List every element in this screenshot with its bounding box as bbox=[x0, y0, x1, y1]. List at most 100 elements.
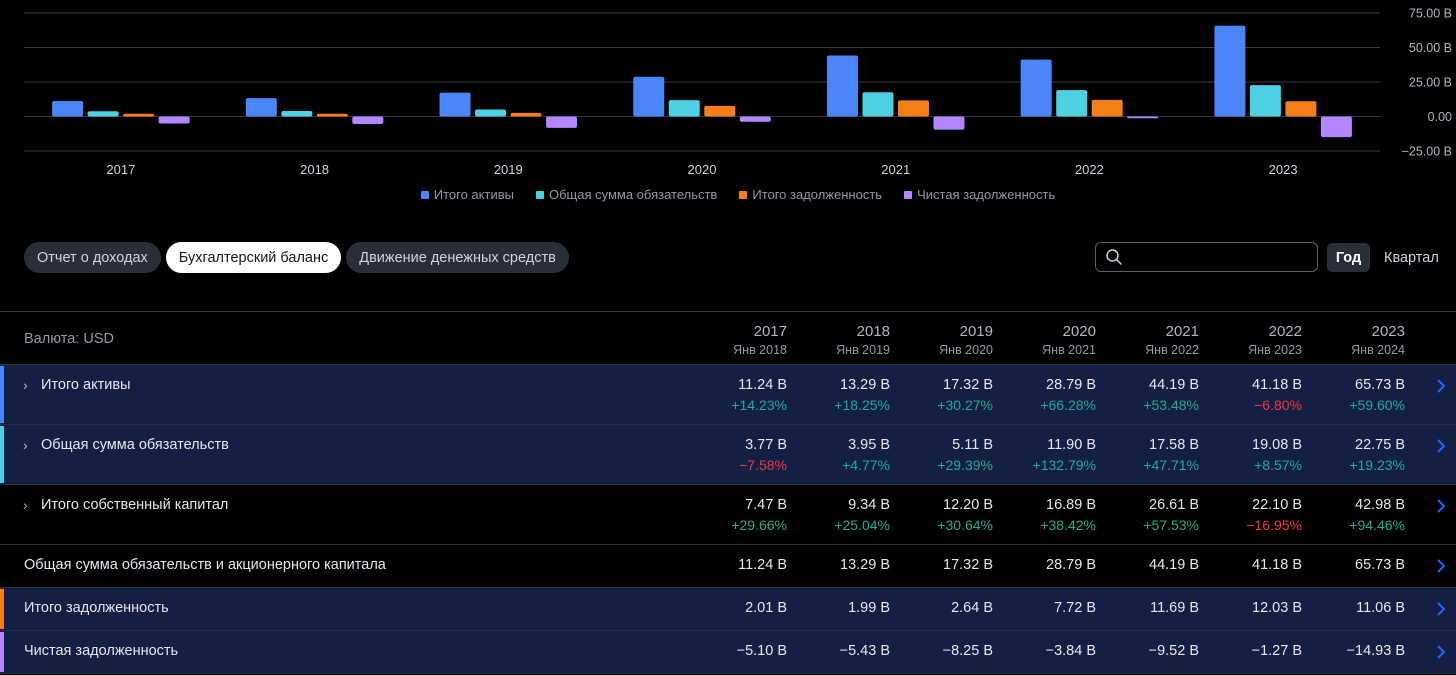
table-row-total-liabilities[interactable]: › Общая сумма обязательств 3.77 B 3.95 B… bbox=[0, 425, 1456, 485]
table-row-total-debt[interactable]: Итого задолженность 2.01 B 1.99 B 2.64 B… bbox=[0, 588, 1456, 631]
tab-cash-flow[interactable]: Движение денежных средств bbox=[346, 242, 569, 273]
legend-label: Итого активы bbox=[433, 187, 514, 202]
bar-2019-series-0 bbox=[439, 92, 471, 117]
cell-change: +132.79% bbox=[1032, 457, 1096, 473]
cell-value: −1.27 B bbox=[1251, 643, 1302, 659]
cell-value: 41.18 B bbox=[1252, 557, 1302, 573]
cell-change: −16.95% bbox=[1246, 517, 1302, 533]
column-year: 2020 bbox=[1062, 323, 1096, 340]
bar-2022-series-2 bbox=[1091, 99, 1123, 117]
cell-change: +25.04% bbox=[834, 517, 890, 533]
column-year: 2022 bbox=[1268, 323, 1302, 340]
bar-2018-series-3 bbox=[352, 116, 384, 124]
cell-value: 11.90 B bbox=[1047, 437, 1096, 453]
cell-value: 28.79 B bbox=[1046, 557, 1096, 573]
row-color-marker bbox=[0, 632, 4, 672]
legend-item-assets[interactable]: Итого активы bbox=[420, 187, 514, 202]
row-color-marker bbox=[0, 366, 4, 423]
bar-2020-series-0 bbox=[633, 76, 665, 117]
period-year-button[interactable]: Год bbox=[1327, 243, 1370, 272]
currency-label: Валюта: USD bbox=[24, 331, 114, 347]
x-tick-label: 2019 bbox=[494, 162, 523, 177]
column-date: Янв 2018 bbox=[733, 343, 787, 357]
chevron-right-icon[interactable] bbox=[1434, 437, 1448, 455]
cell-value: −5.43 B bbox=[839, 643, 890, 659]
cell-value: −14.93 B bbox=[1346, 643, 1405, 659]
x-tick-label: 2021 bbox=[881, 162, 910, 177]
column-date: Янв 2022 bbox=[1145, 343, 1199, 357]
legend-item-net-debt[interactable]: Чистая задолженность bbox=[904, 187, 1055, 202]
row-label: Итого задолженность bbox=[24, 600, 169, 616]
y-tick-label: 0.00 bbox=[1428, 110, 1452, 124]
chevron-right-icon[interactable] bbox=[1434, 643, 1448, 661]
cell-change: +57.53% bbox=[1143, 517, 1199, 533]
cell-change: +66.28% bbox=[1040, 397, 1096, 413]
cell-value: 42.98 B bbox=[1355, 497, 1405, 513]
cell-change: +19.23% bbox=[1349, 457, 1405, 473]
cell-value: 44.19 B bbox=[1149, 557, 1199, 573]
x-tick-label: 2020 bbox=[688, 162, 717, 177]
bar-2022-series-1 bbox=[1056, 90, 1088, 117]
table-row-total-assets[interactable]: › Итого активы 11.24 B 13.29 B 17.32 B 2… bbox=[0, 365, 1456, 425]
expand-chevron-icon[interactable]: › bbox=[23, 377, 28, 393]
x-tick-label: 2023 bbox=[1269, 162, 1298, 177]
chevron-right-icon[interactable] bbox=[1434, 377, 1448, 395]
bar-2017-series-2 bbox=[123, 113, 155, 117]
tab-income-statement[interactable]: Отчет о доходах bbox=[24, 242, 161, 273]
table-row-total-equity[interactable]: › Итого собственный капитал 7.47 B 9.34 … bbox=[0, 485, 1456, 545]
y-tick-label: −25.00 B bbox=[1402, 145, 1452, 159]
legend-item-debt[interactable]: Итого задолженность bbox=[739, 187, 882, 202]
cell-value: −9.52 B bbox=[1148, 643, 1199, 659]
legend-label: Чистая задолженность bbox=[917, 187, 1056, 202]
column-date: Янв 2021 bbox=[1042, 343, 1096, 357]
column-year: 2018 bbox=[856, 323, 890, 340]
cell-value: 22.75 B bbox=[1355, 437, 1405, 453]
cell-value: 3.95 B bbox=[848, 437, 890, 453]
cell-value: 17.32 B bbox=[943, 377, 993, 393]
cell-value: 17.58 B bbox=[1149, 437, 1199, 453]
bar-2017-series-0 bbox=[52, 100, 84, 117]
bar-2021-series-2 bbox=[897, 100, 929, 117]
cell-change: +94.46% bbox=[1349, 517, 1405, 533]
row-color-marker bbox=[0, 589, 4, 629]
expand-chevron-icon[interactable]: › bbox=[23, 497, 28, 513]
cell-value: 44.19 B bbox=[1149, 377, 1199, 393]
cell-value: 28.79 B bbox=[1046, 377, 1096, 393]
cell-change: +53.48% bbox=[1143, 397, 1199, 413]
search-box[interactable] bbox=[1095, 242, 1318, 272]
table-row-liabilities-and-equity[interactable]: Общая сумма обязательств и акционерного … bbox=[0, 545, 1456, 588]
cell-value: 2.01 B bbox=[745, 600, 787, 616]
bar-2021-series-1 bbox=[862, 92, 894, 117]
chevron-right-icon[interactable] bbox=[1434, 497, 1448, 515]
x-tick-label: 2018 bbox=[300, 162, 329, 177]
row-label: Итого собственный капитал bbox=[41, 497, 229, 513]
bar-2020-series-2 bbox=[704, 105, 736, 117]
chevron-right-icon[interactable] bbox=[1434, 557, 1448, 575]
search-input[interactable] bbox=[1129, 248, 1303, 266]
cell-change: +30.64% bbox=[937, 517, 993, 533]
x-tick-label: 2022 bbox=[1075, 162, 1104, 177]
table-row-net-debt[interactable]: Чистая задолженность −5.10 B −5.43 B −8.… bbox=[0, 631, 1456, 674]
cell-value: 12.03 B bbox=[1252, 600, 1302, 616]
x-tick-label: 2017 bbox=[106, 162, 135, 177]
expand-chevron-icon[interactable]: › bbox=[23, 437, 28, 453]
column-year: 2023 bbox=[1371, 323, 1405, 340]
chevron-right-icon[interactable] bbox=[1434, 600, 1448, 618]
bar-2021-series-0 bbox=[826, 55, 858, 117]
bar-2019-series-2 bbox=[510, 112, 542, 117]
tab-balance-sheet[interactable]: Бухгалтерский баланс bbox=[165, 242, 342, 273]
cell-value: 11.69 B bbox=[1150, 600, 1199, 616]
legend-item-liabilities[interactable]: Общая сумма обязательств bbox=[535, 187, 718, 202]
cell-change: +18.25% bbox=[834, 397, 890, 413]
cell-value: 19.08 B bbox=[1252, 437, 1302, 453]
legend-swatch bbox=[420, 190, 429, 199]
legend-label: Общая сумма обязательств bbox=[548, 187, 718, 202]
cell-value: 2.64 B bbox=[951, 600, 993, 616]
cell-change: +38.42% bbox=[1040, 517, 1096, 533]
bar-2018-series-2 bbox=[316, 113, 348, 117]
period-quarter-button[interactable]: Квартал bbox=[1384, 249, 1439, 266]
cell-value: 1.99 B bbox=[848, 600, 890, 616]
y-tick-label: 50.00 B bbox=[1409, 41, 1452, 55]
row-label: Итого активы bbox=[41, 377, 131, 393]
bar-2019-series-1 bbox=[475, 109, 507, 117]
